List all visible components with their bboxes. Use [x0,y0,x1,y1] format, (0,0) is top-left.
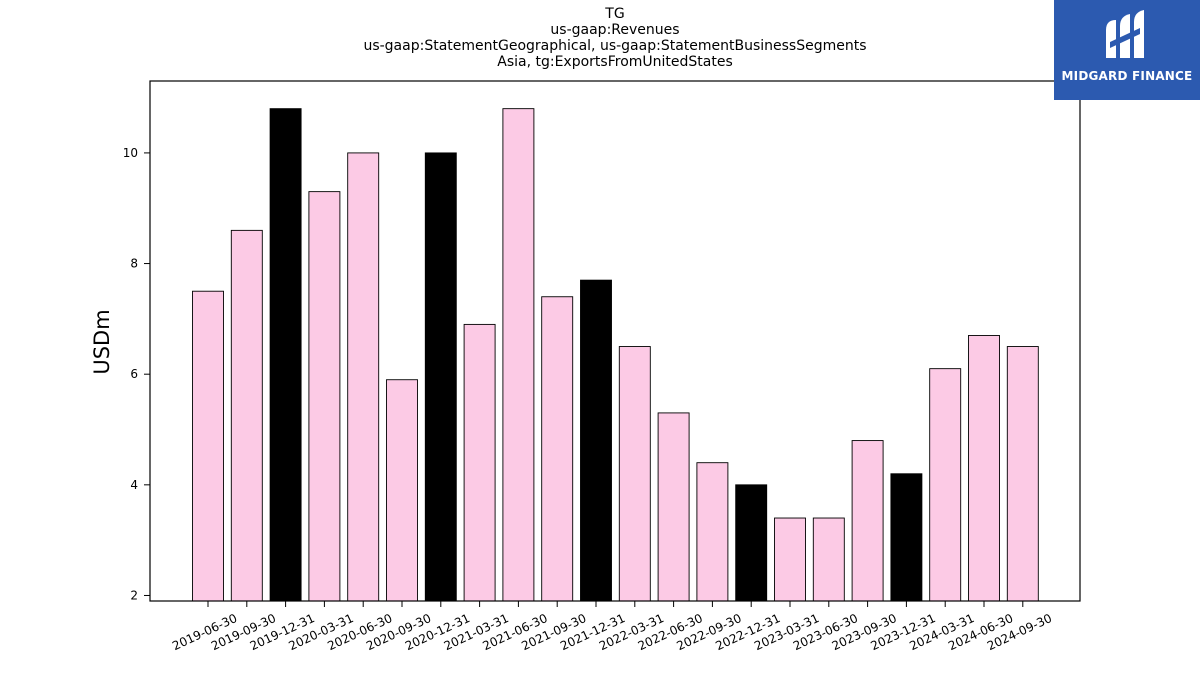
bar-2022-03-31 [618,346,651,602]
midgard-finance-logo: MIDGARD FINANCE [1054,0,1200,100]
bar-2024-06-30 [968,335,1000,602]
bar-2021-06-30 [502,108,535,602]
chart-title-ticker: TG [605,6,625,22]
chart-title-concept: us-gaap:Revenues [550,22,680,38]
midgard-logo-icon [1106,10,1144,58]
y-tick-label: 2 [130,588,138,602]
bar-2023-09-30 [851,440,884,602]
bar-2024-03-31 [929,368,962,602]
plot-frame [149,80,1081,602]
y-tick-label: 10 [123,146,138,160]
bar-2019-06-30 [192,290,224,602]
bar-2019-12-31 [269,108,302,602]
bar-2021-03-31 [463,323,496,602]
bar-2021-12-31 [580,279,612,602]
y-axis-label: USDm [90,309,114,374]
y-tick-label: 4 [130,478,138,492]
bar-2023-03-31 [774,517,806,602]
bar-2022-09-30 [696,462,729,602]
bar-2020-03-31 [308,191,341,602]
bar-2022-12-31 [735,484,768,602]
bar-2019-09-30 [230,229,263,602]
y-axis: 2 4 6 8 10 [123,146,150,602]
bar-2024-09-30 [1006,346,1039,602]
bar-2020-06-30 [347,152,380,602]
bar-2023-12-31 [890,473,923,602]
x-axis: 2019-06-302019-09-302019-12-312020-03-31… [170,601,1054,653]
bar-2022-06-30 [657,412,690,602]
chart-title-statements: us-gaap:StatementGeographical, us-gaap:S… [363,38,867,54]
bar-group [192,108,1039,602]
chart-title-members: Asia, tg:ExportsFromUnitedStates [497,54,733,70]
chart-titles: TG us-gaap:Revenues us-gaap:StatementGeo… [0,6,1200,70]
bar-2020-12-31 [424,152,457,602]
bar-2020-09-30 [386,379,418,602]
y-tick-label: 6 [130,367,138,381]
y-tick-label: 8 [130,257,138,271]
bar-2023-06-30 [812,517,845,602]
bar-2021-09-30 [541,296,574,602]
logo-text: MIDGARD FINANCE [1061,69,1193,83]
